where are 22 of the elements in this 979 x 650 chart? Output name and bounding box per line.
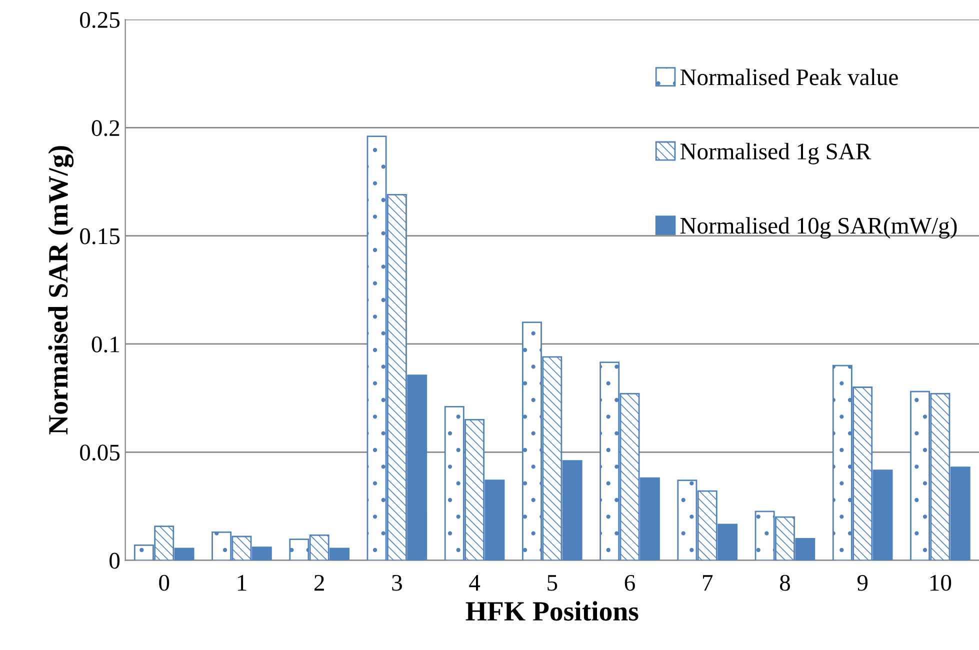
y-tick-label: 0.2 (92, 120, 120, 136)
y-tick-label: 0.05 (80, 444, 120, 461)
x-tick-label: 0 (159, 574, 170, 591)
x-tick-label: 4 (469, 575, 480, 591)
x-tick-label: 3 (392, 574, 402, 591)
x-tick-label: 10 (930, 574, 952, 591)
x-tick-label: 5 (548, 575, 558, 591)
x-tick-label: 2 (314, 574, 324, 591)
legend-label: Normalised Peak value (680, 68, 898, 86)
y-tick-label: 0.25 (80, 12, 120, 28)
legend-label: Normalised 1g SAR (680, 142, 872, 164)
y-tick-label: 0 (110, 552, 120, 569)
y-axis-title: Normaised SAR (mW/g) (48, 146, 74, 434)
legend-label: Normalised 10g SAR(mW/g) (680, 217, 957, 239)
x-tick-label: 8 (780, 574, 790, 591)
x-tick-label: 9 (857, 574, 868, 591)
x-tick-label: 6 (624, 574, 635, 591)
x-tick-label: 7 (703, 575, 713, 591)
x-tick-label: 1 (238, 574, 246, 591)
y-tick-label: 0.15 (80, 228, 120, 244)
x-axis-title: HFK Positions (466, 601, 638, 621)
y-tick-label: 0.1 (92, 336, 120, 353)
